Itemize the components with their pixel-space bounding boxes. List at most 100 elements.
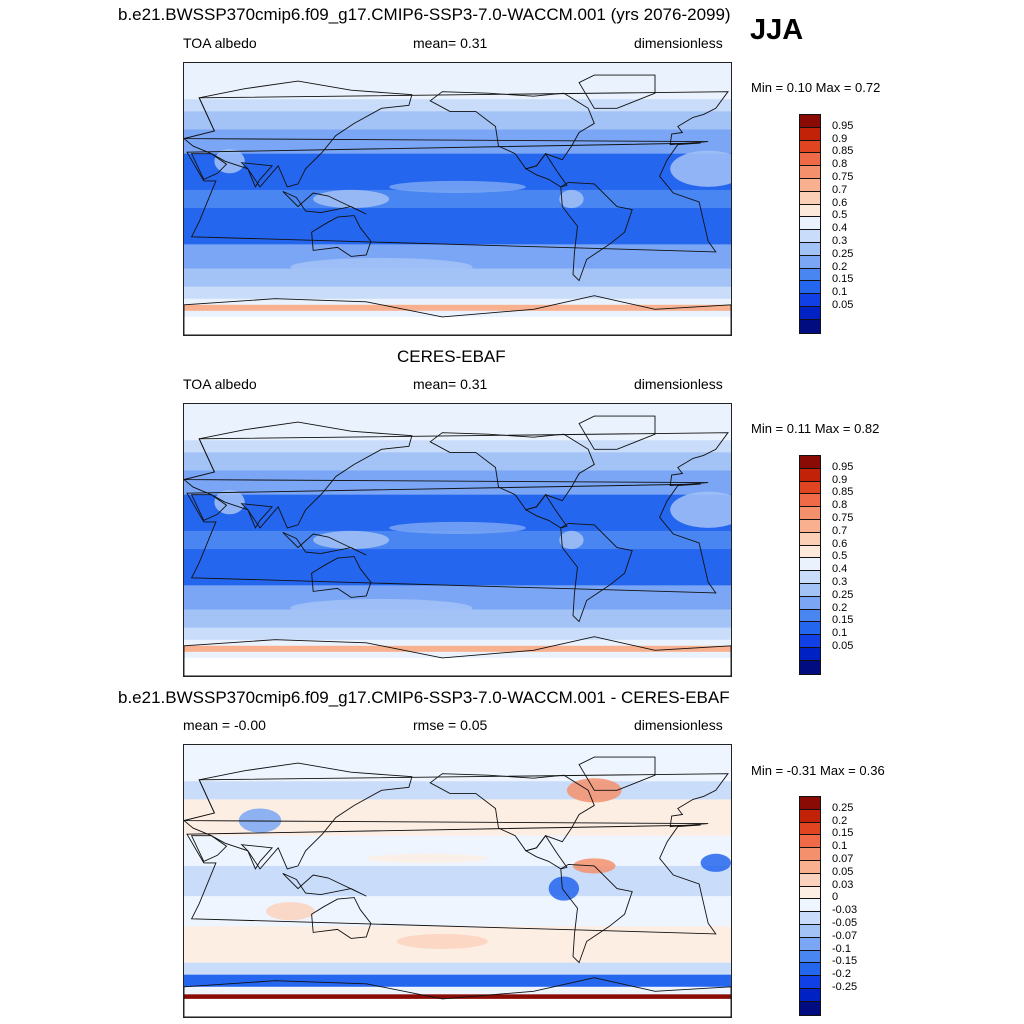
colorbar-tick-label: 0.6 bbox=[832, 196, 848, 209]
map-field-band bbox=[184, 195, 731, 203]
coastline-india bbox=[240, 162, 274, 188]
map-field-band bbox=[184, 775, 731, 782]
colorbar-swatch bbox=[800, 860, 820, 874]
map-field-band bbox=[184, 165, 731, 173]
map-field-band bbox=[184, 986, 731, 994]
map-field-band bbox=[184, 926, 731, 933]
colorbar-tick-label: 0.7 bbox=[832, 183, 848, 196]
coastline-india bbox=[240, 844, 274, 870]
map-field-anomaly bbox=[559, 189, 584, 209]
map-field-band bbox=[184, 561, 731, 568]
map-field-band bbox=[184, 968, 731, 976]
colorbar-tick-label: 0.8 bbox=[832, 158, 848, 171]
map-field-band bbox=[184, 633, 731, 641]
map-field-band bbox=[184, 93, 731, 100]
colorbar-swatch bbox=[800, 899, 820, 913]
colorbar-swatch bbox=[800, 912, 820, 925]
coastline-india bbox=[240, 503, 274, 529]
model-toa-albedo-map bbox=[183, 62, 732, 336]
map-field-band bbox=[184, 69, 731, 76]
map-field-anomaly bbox=[214, 490, 245, 515]
colorbar-tick-label: 0.75 bbox=[832, 171, 854, 183]
colorbar-tick-label: -0.15 bbox=[832, 955, 858, 968]
map-field-band bbox=[184, 847, 731, 855]
map-field-band bbox=[184, 111, 731, 118]
colorbar-swatch bbox=[800, 217, 820, 231]
map-field-band bbox=[184, 950, 731, 958]
map-field-band bbox=[184, 410, 731, 417]
map-field-band bbox=[184, 651, 731, 659]
colorbar-swatch bbox=[800, 166, 820, 179]
colorbar-tick-label: 0.05 bbox=[832, 640, 854, 652]
map-field-band bbox=[184, 974, 731, 982]
colorbar-swatch bbox=[800, 822, 820, 836]
map-field-band bbox=[184, 147, 731, 155]
colorbar-swatch bbox=[800, 873, 820, 887]
colorbar-swatch bbox=[800, 976, 820, 989]
map-field-anomaly bbox=[700, 853, 731, 872]
colorbar-tick-label: 0.5 bbox=[832, 550, 848, 563]
map-field-band bbox=[184, 202, 731, 209]
panel-3-rmse: rmse = 0.05 bbox=[413, 717, 488, 733]
map-field-anomaly bbox=[214, 149, 245, 174]
colorbar-tick-label: 0.85 bbox=[832, 145, 854, 158]
colorbar-tick-label: 0.2 bbox=[832, 601, 848, 614]
colorbar-tick-label: 0.3 bbox=[832, 235, 848, 247]
colorbar-tick-label: 0.05 bbox=[832, 299, 854, 311]
colorbar-swatch bbox=[800, 204, 820, 218]
colorbar-tick-label: -0.25 bbox=[832, 981, 858, 993]
map-field-anomaly bbox=[313, 189, 390, 209]
colorbar-swatch bbox=[800, 268, 820, 282]
colorbar-tick-label: 0.9 bbox=[832, 132, 848, 145]
map-field-band bbox=[184, 404, 731, 411]
map-field-band bbox=[184, 865, 731, 873]
map-field-band bbox=[184, 226, 731, 233]
map-field-band bbox=[184, 214, 731, 221]
colorbar-tick-label: 0.1 bbox=[832, 840, 848, 853]
colorbar-tick-label: 0.1 bbox=[832, 286, 848, 299]
map-field-band bbox=[184, 244, 731, 251]
map-field-anomaly bbox=[548, 876, 580, 901]
map-field-band bbox=[184, 835, 731, 843]
map-field-band bbox=[184, 591, 731, 598]
coastline-camerica bbox=[524, 493, 568, 529]
colorbar-swatch bbox=[800, 178, 820, 192]
map-field-band bbox=[184, 189, 731, 197]
colorbar-swatch bbox=[800, 507, 820, 520]
panel-3-title: b.e21.BWSSP370cmip6.f09_g17.CMIP6-SSP3-7… bbox=[118, 688, 730, 707]
colorbar-swatch bbox=[800, 558, 820, 572]
colorbar-swatch bbox=[800, 609, 820, 623]
map-field-band bbox=[184, 585, 731, 592]
colorbar-swatch bbox=[800, 281, 820, 295]
map-field-band bbox=[184, 621, 731, 629]
panel-2-minmax: Min = 0.11 Max = 0.82 bbox=[751, 421, 880, 436]
colorbar-swatch bbox=[800, 583, 820, 597]
map-field-band bbox=[184, 555, 731, 562]
panel-1-variable: TOA albedo bbox=[183, 35, 257, 51]
colorbar-swatch bbox=[800, 988, 820, 1002]
map-field-anomaly bbox=[366, 853, 488, 863]
map-field-band bbox=[184, 470, 731, 478]
colorbar-swatch bbox=[800, 924, 820, 938]
map-field-band bbox=[184, 799, 731, 806]
coastline-arabia bbox=[190, 494, 228, 521]
colorbar-tick-label: 0.85 bbox=[832, 486, 854, 499]
map-field-band bbox=[184, 506, 731, 514]
missing-data-region bbox=[184, 657, 731, 676]
coastline-asia bbox=[184, 421, 413, 529]
coastline-asia bbox=[184, 80, 413, 188]
map-field-band bbox=[184, 512, 731, 520]
map-field-band bbox=[184, 476, 731, 484]
map-field-band bbox=[184, 757, 731, 764]
colorbar-swatch bbox=[800, 950, 820, 964]
colorbar-tick-label: 0.07 bbox=[832, 853, 854, 865]
map-field-band bbox=[184, 250, 731, 257]
map-field-band bbox=[184, 500, 731, 508]
colorbar-swatch bbox=[800, 456, 820, 469]
map-field-band bbox=[184, 256, 731, 263]
map-field-band bbox=[184, 817, 731, 825]
coastline-africa bbox=[186, 483, 717, 594]
map-field-band bbox=[184, 573, 731, 580]
map-field-band bbox=[184, 745, 731, 752]
map-field-band bbox=[184, 274, 731, 282]
